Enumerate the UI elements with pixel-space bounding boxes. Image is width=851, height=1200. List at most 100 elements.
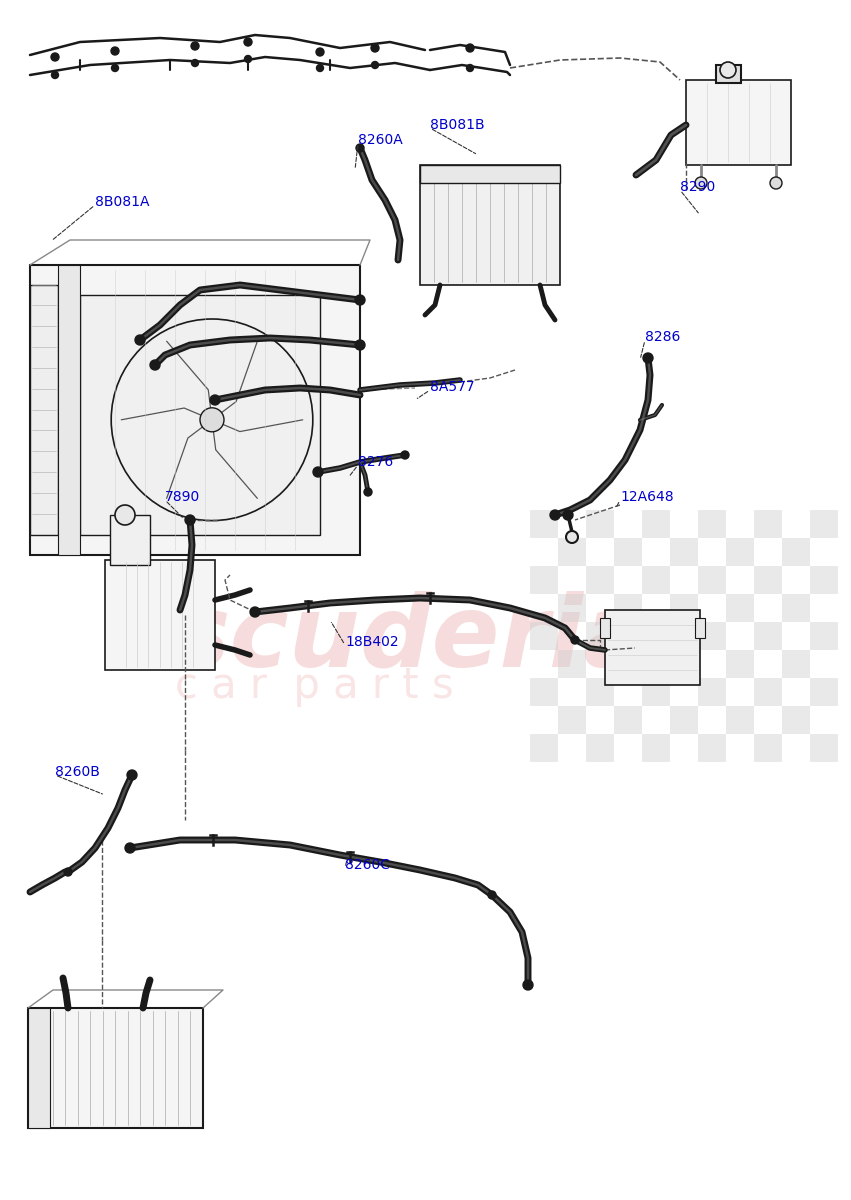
Text: 18B402: 18B402 <box>345 635 398 649</box>
Bar <box>698 510 726 538</box>
Bar <box>420 164 560 182</box>
Text: c a r  p a r t s: c a r p a r t s <box>175 665 454 707</box>
Circle shape <box>356 144 364 152</box>
Bar <box>30 284 58 535</box>
Text: 12A648: 12A648 <box>620 490 674 504</box>
Circle shape <box>695 176 707 188</box>
Circle shape <box>51 53 59 61</box>
Circle shape <box>150 360 160 370</box>
Bar <box>642 678 670 706</box>
Text: 8260C: 8260C <box>345 858 390 872</box>
Bar <box>642 622 670 650</box>
Circle shape <box>250 607 260 617</box>
Circle shape <box>372 61 379 68</box>
Circle shape <box>64 868 72 876</box>
Bar <box>670 706 698 734</box>
Circle shape <box>52 72 59 78</box>
Bar <box>586 678 614 706</box>
Bar <box>670 650 698 678</box>
Bar <box>558 538 586 566</box>
Bar <box>810 566 838 594</box>
Circle shape <box>317 65 323 72</box>
Bar <box>754 622 782 650</box>
Text: 8276: 8276 <box>358 455 393 469</box>
Bar <box>614 538 642 566</box>
Text: 8B081B: 8B081B <box>430 118 484 132</box>
Bar <box>530 510 558 538</box>
Bar <box>642 734 670 762</box>
Bar <box>810 622 838 650</box>
Circle shape <box>355 295 365 305</box>
Circle shape <box>488 890 496 899</box>
Bar <box>782 594 810 622</box>
Bar <box>530 622 558 650</box>
Bar <box>605 610 700 685</box>
Bar <box>110 515 150 565</box>
Bar <box>726 538 754 566</box>
Bar <box>686 80 791 164</box>
Text: 8286: 8286 <box>645 330 681 344</box>
Bar <box>726 706 754 734</box>
Circle shape <box>185 515 195 526</box>
Text: 8260A: 8260A <box>358 133 403 146</box>
Bar <box>810 678 838 706</box>
Bar <box>754 678 782 706</box>
Circle shape <box>125 842 135 853</box>
Bar <box>28 1008 50 1128</box>
Circle shape <box>355 340 365 350</box>
Circle shape <box>135 335 145 346</box>
Bar <box>586 734 614 762</box>
Bar <box>642 566 670 594</box>
Bar <box>80 295 320 535</box>
Bar <box>105 560 215 670</box>
Bar <box>695 618 705 638</box>
Bar <box>530 734 558 762</box>
Circle shape <box>523 980 533 990</box>
Bar <box>558 594 586 622</box>
Circle shape <box>566 530 578 542</box>
Bar <box>614 594 642 622</box>
Circle shape <box>111 47 119 55</box>
Bar <box>670 538 698 566</box>
Circle shape <box>191 42 199 50</box>
Circle shape <box>364 488 372 496</box>
Circle shape <box>720 62 736 78</box>
Text: 8B081A: 8B081A <box>95 194 150 209</box>
Bar <box>530 566 558 594</box>
Bar <box>810 734 838 762</box>
Circle shape <box>571 636 579 644</box>
Bar <box>600 618 610 638</box>
Bar <box>754 566 782 594</box>
Circle shape <box>401 451 409 458</box>
Text: 8290: 8290 <box>680 180 715 194</box>
Bar <box>782 706 810 734</box>
Bar <box>558 706 586 734</box>
Bar <box>642 510 670 538</box>
Circle shape <box>643 353 653 362</box>
Circle shape <box>550 510 560 520</box>
Circle shape <box>111 65 118 72</box>
Bar <box>698 622 726 650</box>
Text: 8260B: 8260B <box>55 766 100 779</box>
Circle shape <box>563 510 573 520</box>
Text: 8A577: 8A577 <box>430 380 475 394</box>
Bar <box>670 594 698 622</box>
Bar <box>530 678 558 706</box>
Bar <box>782 650 810 678</box>
Bar <box>558 650 586 678</box>
Bar <box>58 265 80 554</box>
Bar <box>754 510 782 538</box>
Circle shape <box>200 408 224 432</box>
Bar <box>698 678 726 706</box>
Circle shape <box>371 44 379 52</box>
Bar <box>782 538 810 566</box>
Circle shape <box>466 44 474 52</box>
Bar <box>810 510 838 538</box>
Bar <box>698 734 726 762</box>
Bar <box>614 650 642 678</box>
Circle shape <box>191 60 198 66</box>
Bar <box>716 65 741 83</box>
Circle shape <box>466 65 473 72</box>
Bar <box>698 566 726 594</box>
Circle shape <box>316 48 324 56</box>
